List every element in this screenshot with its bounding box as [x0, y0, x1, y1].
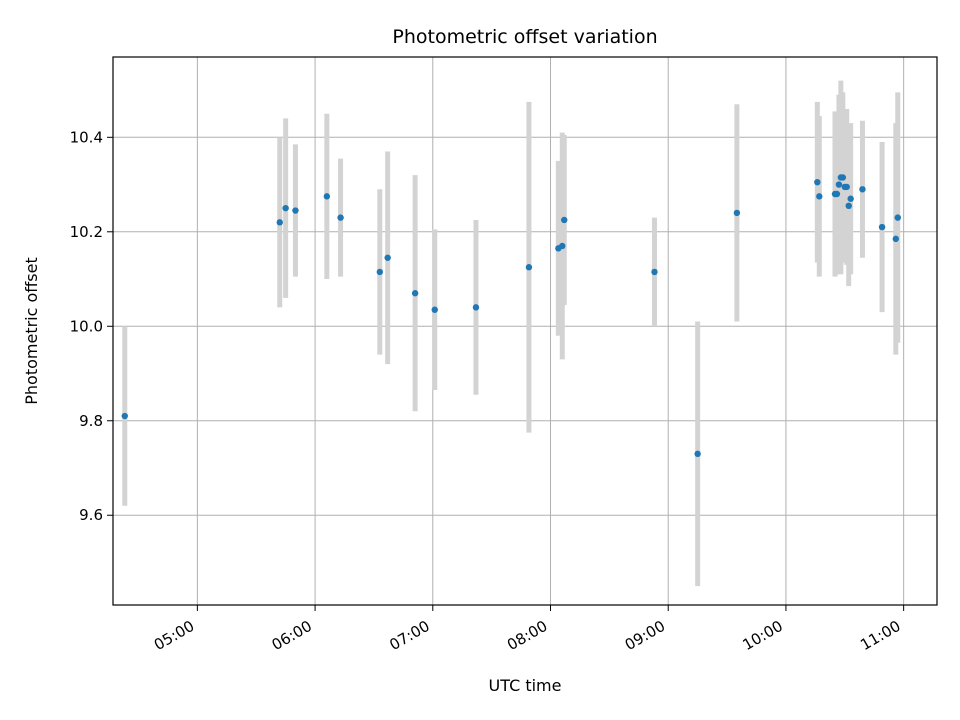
y-tick-label: 10.0 [70, 317, 103, 335]
data-point [733, 209, 741, 217]
plot-frame [112, 56, 938, 606]
data-point [276, 219, 283, 226]
data-point [816, 193, 823, 200]
y-axis-label: Photometric offset [22, 257, 41, 405]
data-point [323, 193, 331, 200]
data-point [282, 204, 289, 212]
y-tick-label: 10.2 [70, 223, 103, 241]
x-axis-label: UTC time [489, 676, 562, 695]
data-point [694, 450, 701, 458]
data-point [835, 181, 843, 188]
data-point [814, 178, 821, 186]
data-point [472, 304, 480, 311]
y-tick-label: 9.8 [79, 412, 103, 430]
data-point [337, 214, 344, 221]
data-point [121, 412, 128, 420]
data-point [894, 214, 901, 221]
data-point [843, 183, 850, 191]
data-point [561, 216, 568, 224]
data-point [292, 207, 299, 214]
y-tick-label: 10.4 [70, 128, 103, 146]
data-point [859, 186, 866, 193]
data-point [878, 223, 886, 231]
data-point [839, 174, 847, 181]
data-point [892, 235, 899, 243]
point-layer [121, 174, 901, 458]
data-point [411, 290, 419, 297]
y-tick-label: 9.6 [79, 506, 103, 524]
data-point [847, 195, 854, 202]
data-point [525, 264, 533, 271]
data-point [384, 254, 391, 261]
chart-title: Photometric offset variation [392, 26, 657, 48]
data-point [431, 306, 438, 313]
data-point [559, 242, 566, 250]
data-point [376, 268, 384, 276]
data-point [833, 190, 841, 198]
data-point [845, 202, 852, 210]
data-point [651, 268, 658, 276]
